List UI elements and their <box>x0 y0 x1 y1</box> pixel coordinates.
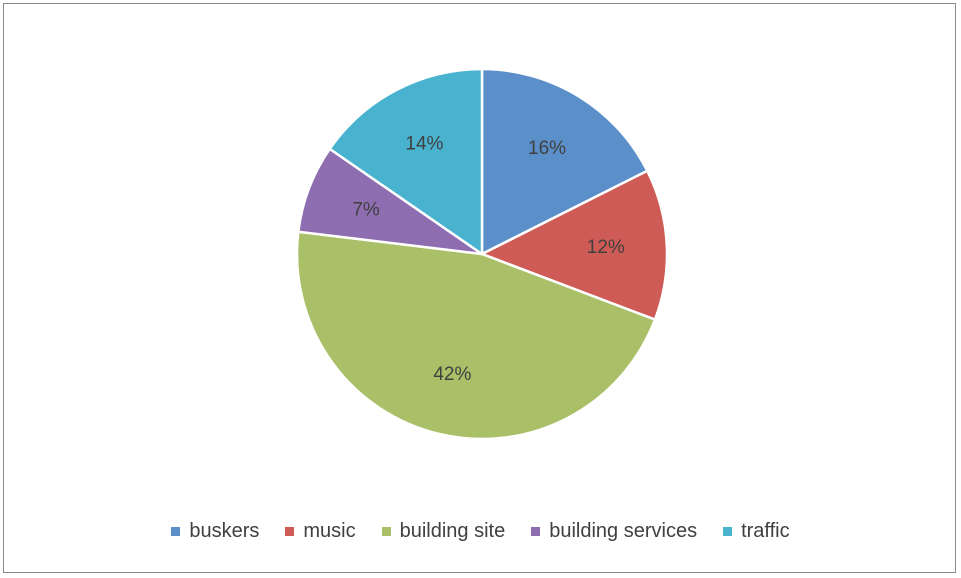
legend-swatch <box>381 527 391 536</box>
legend-label: music <box>303 520 356 542</box>
legend-swatch <box>285 527 295 536</box>
pie-slice-traffic <box>328 67 484 256</box>
data-label-building-site: 42% <box>433 364 471 385</box>
pie-slices <box>295 67 669 441</box>
pie-slice-music <box>480 169 669 321</box>
legend-swatch <box>171 527 181 536</box>
legend-item-music: music <box>285 520 356 543</box>
legend-label: buskers <box>189 520 260 542</box>
data-label-buskers: 16% <box>528 138 566 159</box>
legend-item-buskers: buskers <box>171 520 259 543</box>
legend-label: building services <box>549 520 698 542</box>
legend-swatch <box>723 527 733 536</box>
legend-swatch <box>531 527 541 536</box>
legend-item-building-site: building site <box>381 520 506 543</box>
pie-data-labels: 16% 12% 42% 7% 14% <box>352 134 625 385</box>
legend-item-building-services: building services <box>531 520 697 543</box>
pie-slice-buskers <box>480 67 649 256</box>
pie-slice-building-site <box>295 230 657 441</box>
legend-label: traffic <box>741 520 790 542</box>
data-label-music: 12% <box>587 237 625 258</box>
data-label-traffic: 14% <box>405 134 443 155</box>
chart-legend: buskers music building site building servic… <box>0 520 961 543</box>
legend-label: building site <box>399 520 506 542</box>
data-label-building-services: 7% <box>352 200 380 221</box>
legend-item-traffic: traffic <box>723 520 790 543</box>
